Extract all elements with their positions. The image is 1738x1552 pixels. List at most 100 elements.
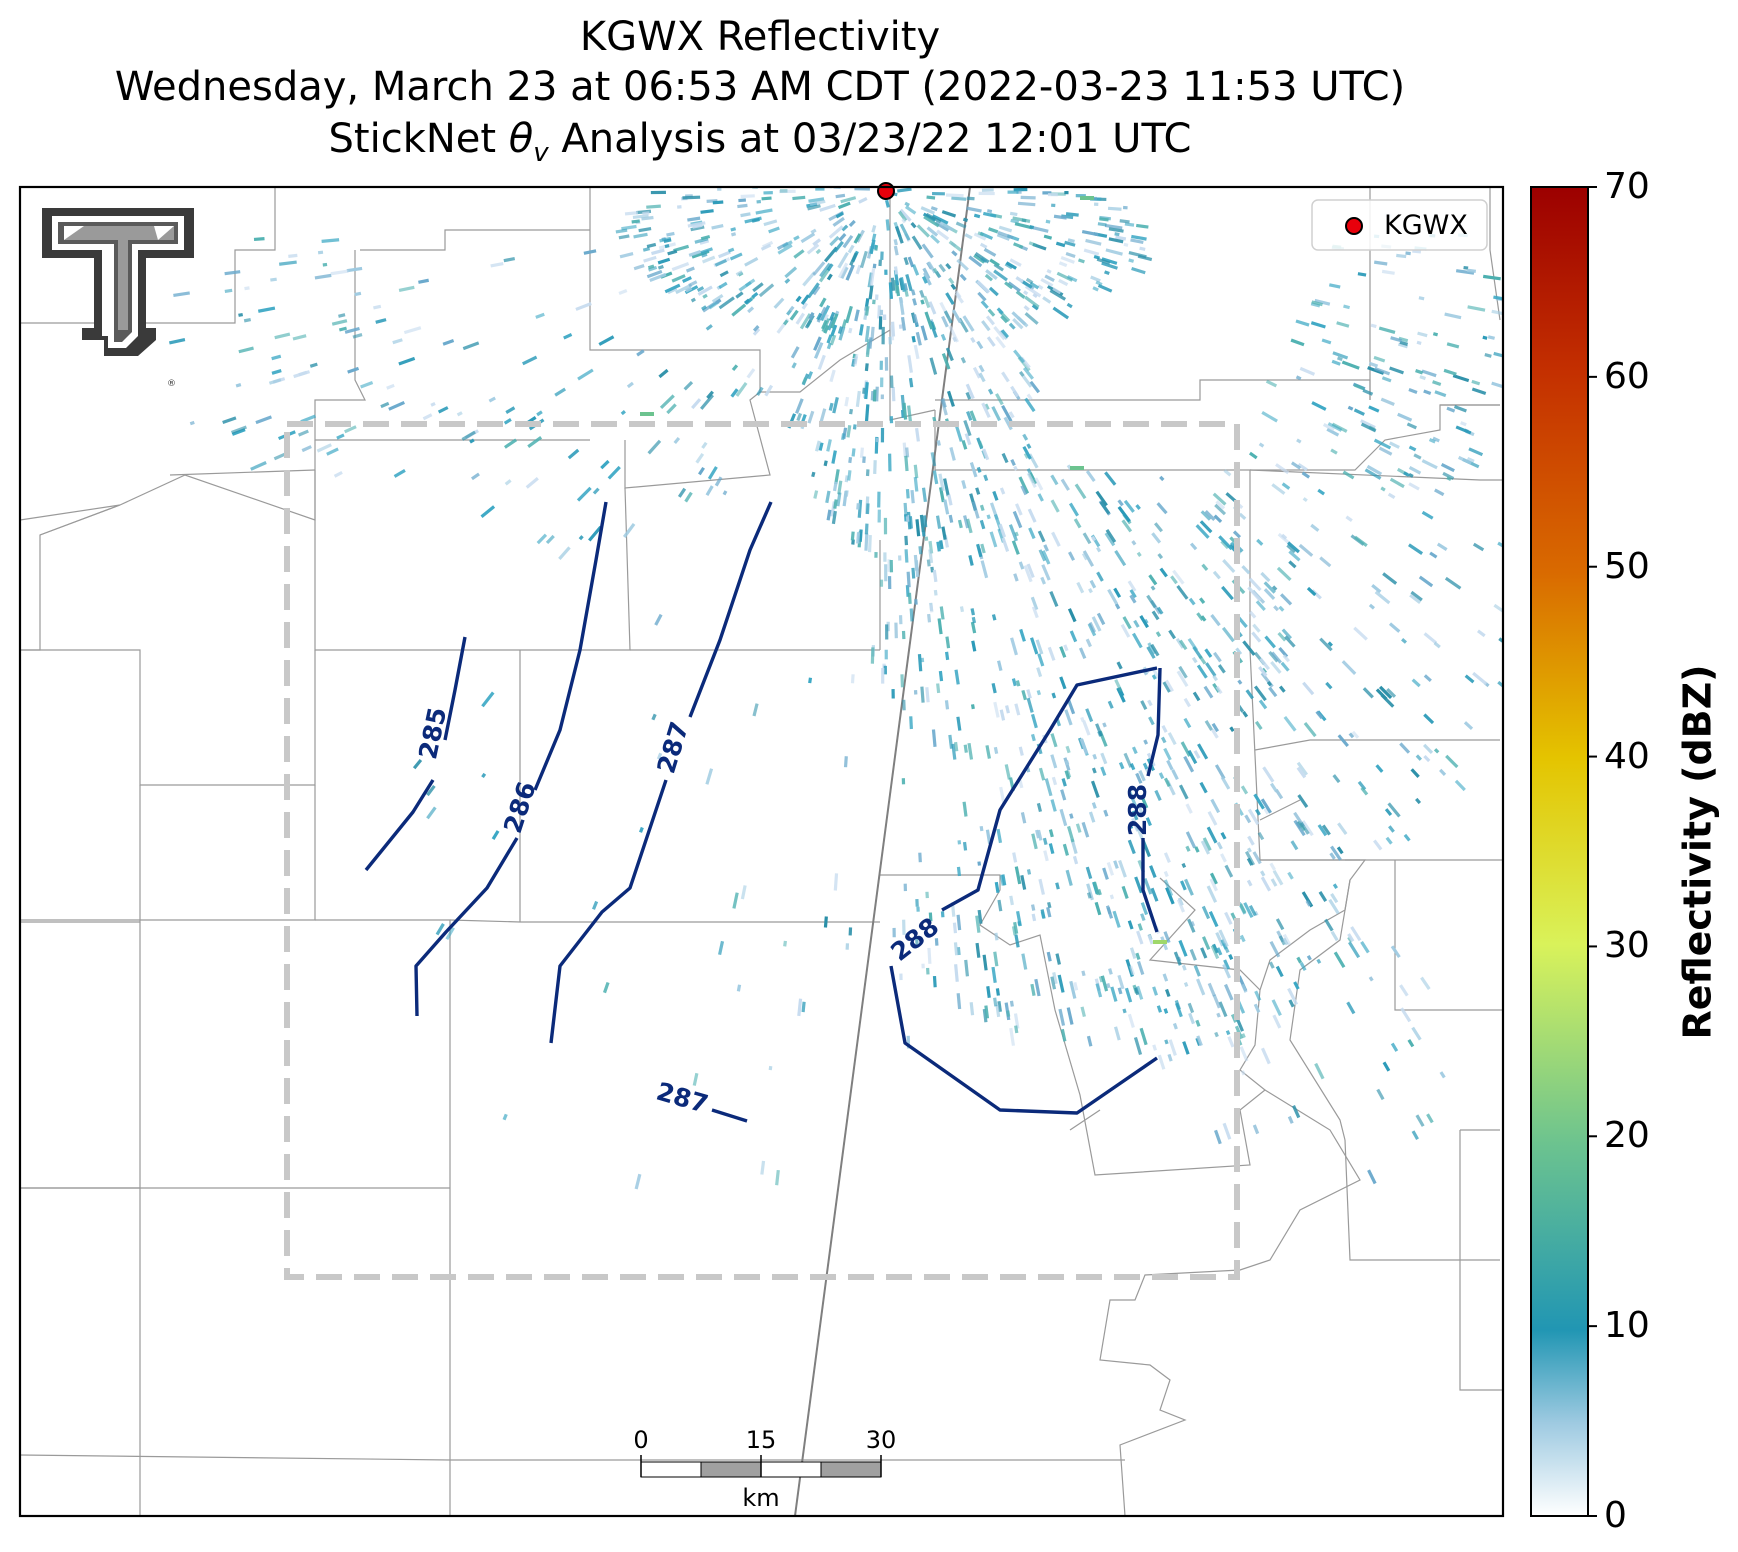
radar-echo — [505, 406, 516, 414]
radar-echo — [1303, 722, 1317, 738]
radar-echo — [1202, 837, 1212, 851]
radar-echo — [991, 406, 1002, 422]
radar-echo — [1060, 789, 1067, 801]
radar-echo — [1161, 725, 1168, 733]
radar-echo — [1278, 646, 1289, 658]
radar-echo — [1081, 229, 1099, 237]
radar-echo — [826, 273, 833, 281]
radar-echo — [1415, 754, 1423, 761]
radar-echo — [928, 912, 933, 922]
radar-echo — [1212, 674, 1219, 682]
radar-echo — [1242, 710, 1249, 718]
radar-echo — [488, 396, 496, 403]
radar-echo — [314, 273, 332, 280]
radar-echo — [868, 285, 874, 300]
radar-echo — [1396, 253, 1407, 259]
radar-echo — [948, 240, 962, 252]
title-theta-subscript: v — [533, 138, 549, 168]
radar-echo — [1329, 852, 1336, 860]
radar-echo — [1272, 1014, 1282, 1029]
radar-echo — [1368, 361, 1379, 368]
radar-echo — [730, 227, 737, 232]
radar-echo — [962, 841, 968, 851]
radar-echo — [815, 248, 822, 255]
radar-echo — [815, 187, 825, 191]
radar-echo — [972, 366, 981, 379]
radar-echo — [988, 286, 999, 297]
radar-echo — [949, 447, 956, 461]
radar-echo — [973, 253, 986, 264]
radar-echo — [222, 416, 237, 425]
radar-echo — [807, 371, 814, 380]
radar-echo — [826, 334, 833, 344]
radar-echo — [250, 461, 267, 471]
radar-echo — [1093, 202, 1099, 206]
radar-echo — [1159, 567, 1168, 578]
radar-echo — [1229, 726, 1235, 733]
radar-echo — [920, 325, 928, 341]
radar-echo — [976, 340, 984, 350]
radar-echo — [1082, 720, 1091, 736]
radar-echo — [1000, 329, 1010, 339]
scale-tick-0: 0 — [633, 1426, 648, 1454]
radar-echo — [1135, 825, 1144, 840]
radar-echo — [1321, 824, 1331, 836]
radar-echo — [558, 546, 571, 561]
radar-echo — [1275, 918, 1285, 931]
radar-echo — [1310, 523, 1320, 532]
radar-echo — [1018, 561, 1025, 570]
radar-echo — [829, 369, 836, 383]
radar-echo — [168, 338, 186, 345]
radar-echo — [784, 266, 798, 279]
radar-echo — [1030, 637, 1039, 655]
radar-echo — [1416, 340, 1422, 345]
radar-echo — [808, 677, 813, 684]
radar-echo — [675, 283, 693, 295]
radar-echo — [1482, 335, 1488, 340]
radar-echo — [1281, 628, 1292, 640]
radar-echo — [1290, 338, 1305, 347]
radar-echo — [1421, 510, 1434, 520]
radar-echo — [826, 263, 834, 272]
radar-echo — [883, 517, 888, 535]
radar-echo — [224, 288, 233, 294]
radar-echo — [925, 891, 929, 899]
radar-echo — [1246, 879, 1253, 887]
radar-echo — [874, 294, 879, 300]
radar-echo — [964, 433, 972, 446]
radar-echo — [1376, 1088, 1385, 1101]
radar-echo — [1467, 268, 1477, 273]
radar-echo — [921, 963, 925, 969]
radar-echo — [947, 390, 955, 407]
radar-echo — [1245, 689, 1254, 700]
radar-echo — [937, 618, 943, 635]
radar-echo — [1150, 887, 1159, 902]
radar-echo — [1113, 587, 1122, 598]
radar-echo — [970, 608, 975, 616]
radar-echo — [740, 194, 755, 199]
radar-echo — [790, 346, 800, 359]
radar-echo — [1311, 300, 1323, 307]
radar-echo — [872, 299, 876, 305]
radar-echo — [1200, 947, 1208, 959]
radar-echo — [885, 219, 890, 231]
radar-echo — [1464, 674, 1475, 684]
radar-echo — [1491, 309, 1503, 316]
radar-echo — [807, 410, 815, 424]
radar-echo — [1204, 648, 1213, 658]
radar-echo — [1262, 766, 1275, 783]
radar-echo — [747, 306, 755, 314]
radar-echo — [1188, 597, 1196, 606]
radar-echo — [956, 866, 962, 877]
radar-echo — [722, 490, 728, 496]
radar-echo — [768, 1065, 773, 1071]
radar-echo — [898, 555, 902, 561]
radar-echo — [931, 214, 949, 225]
radar-echo — [1036, 802, 1043, 812]
radar-echo — [1009, 1000, 1014, 1007]
radar-echo — [1423, 389, 1432, 396]
radar-echo — [1085, 238, 1102, 246]
radar-echo — [1040, 911, 1046, 919]
radar-echo — [967, 742, 974, 760]
radar-echo — [1024, 285, 1042, 298]
